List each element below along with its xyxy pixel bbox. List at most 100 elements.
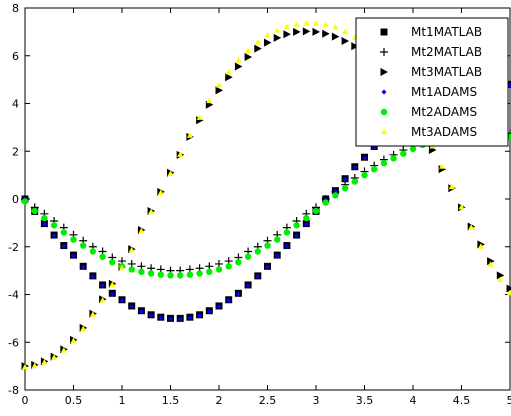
legend-label: Mt2ADAMS (411, 105, 477, 119)
data-point-mt2adams (332, 192, 339, 199)
data-point-mt1adams (362, 155, 367, 161)
legend-marker-mt1adams (381, 89, 387, 95)
data-point-mt1adams (168, 316, 173, 322)
y-tick-label: -6 (8, 336, 19, 349)
legend-label: Mt3MATLAB (411, 65, 482, 79)
data-point-mt2adams (167, 272, 174, 279)
data-point-mt1adams (138, 308, 144, 314)
data-point-mt1adams (41, 221, 47, 227)
legend-marker-mt2matlab (380, 48, 388, 56)
data-point-mt3matlab (234, 62, 243, 71)
data-point-mt2adams (225, 263, 232, 270)
data-point-mt3adams (109, 281, 116, 287)
x-tick-label: 5 (507, 394, 511, 407)
data-point-mt3adams (274, 27, 281, 33)
data-point-mt2adams (147, 270, 155, 277)
data-point-mt1adams (129, 304, 135, 310)
legend-label: Mt1ADAMS (411, 85, 477, 99)
data-point-mt3adams (487, 261, 494, 267)
data-point-mt3matlab (496, 271, 505, 280)
data-point-mt1adams (177, 316, 183, 322)
x-tick-label: 0.5 (65, 394, 83, 407)
data-point-mt3adams (245, 47, 252, 53)
data-point-mt1adams (342, 176, 348, 182)
x-axis: 0 0.5 1 1.5 2 2.5 3 3.5 4 4.5 5 (22, 8, 511, 407)
data-point-mt2adams (303, 214, 310, 222)
data-point-mt3adams (216, 82, 222, 88)
data-point-mt1adams (507, 82, 511, 88)
data-point-mt3adams (186, 132, 193, 138)
legend-label: Mt1MATLAB (411, 25, 482, 39)
data-point-mt2adams (31, 207, 38, 215)
data-point-mt1adams (61, 243, 67, 249)
x-tick-label: 1.5 (162, 394, 180, 407)
data-point-mt3adams (157, 189, 164, 196)
x-tick-label: 0 (22, 394, 29, 407)
y-tick-label: 4 (12, 98, 19, 111)
data-point-mt2adams (196, 270, 203, 277)
data-point-mt1adams (245, 283, 251, 289)
y-tick-label: 8 (12, 2, 19, 15)
data-point-mt2adams (70, 236, 77, 243)
data-point-mt3adams (138, 227, 145, 234)
data-point-mt3adams (22, 363, 28, 370)
data-point-mt3matlab (244, 52, 253, 61)
data-point-mt2adams (80, 242, 87, 249)
x-tick-label: 4.5 (453, 394, 471, 407)
data-point-mt1adams (206, 308, 212, 314)
legend-marker-mt1matlab (380, 28, 388, 36)
data-point-mt3adams (196, 114, 203, 120)
data-point-mt2adams (177, 272, 184, 279)
data-point-mt3adams (254, 39, 261, 45)
data-point-mt3adams (342, 28, 349, 34)
data-point-mt3adams (177, 151, 184, 157)
data-point-mt3adams (507, 289, 511, 296)
data-point-mt1adams (187, 315, 193, 321)
data-point-mt3adams (439, 163, 446, 169)
data-point-mt1adams (235, 291, 241, 297)
x-tick-label: 2 (216, 394, 223, 407)
data-point-mt3adams (148, 208, 155, 215)
data-point-mt3adams (206, 97, 213, 104)
data-point-mt3adams (70, 337, 77, 344)
data-point-mt2adams (312, 207, 320, 215)
data-point-mt2adams (109, 259, 116, 266)
data-point-mt3adams (41, 359, 48, 365)
data-point-mt2adams (409, 145, 417, 153)
y-tick-label: 6 (12, 50, 19, 63)
data-point-mt2adams (254, 248, 261, 255)
data-point-mt2adams (128, 266, 135, 273)
data-point-mt3adams (167, 170, 174, 176)
y-tick-label: 0 (12, 193, 19, 206)
data-point-mt2adams (186, 271, 194, 278)
data-point-mt3adams (293, 21, 300, 27)
data-point-mt2adams (89, 248, 97, 255)
data-point-mt3matlab (351, 42, 359, 51)
data-point-mt2adams (283, 229, 291, 236)
data-point-mt3adams (51, 354, 58, 360)
data-point-mt3adams (303, 20, 310, 26)
data-point-mt2adams (60, 229, 67, 236)
data-point-mt1adams (71, 253, 76, 259)
data-point-mt3adams (477, 243, 484, 249)
data-point-mt3adams (60, 347, 67, 353)
data-point-mt1adams (109, 291, 115, 297)
data-point-mt2adams (293, 222, 300, 229)
data-point-mt2adams (244, 253, 252, 260)
data-point-mt1adams (284, 243, 290, 249)
data-point-mt2adams (235, 259, 242, 266)
data-point-mt3matlab (487, 257, 495, 266)
data-point-mt2adams (264, 242, 271, 249)
data-point-mt1adams (216, 304, 222, 310)
data-point-mt2adams (215, 266, 223, 273)
data-point-mt1adams (303, 221, 309, 227)
data-point-mt3adams (128, 246, 135, 253)
data-point-mt1adams (226, 297, 232, 303)
data-point-mt1adams (51, 233, 57, 239)
y-tick-label: -4 (8, 289, 19, 302)
data-point-mt3matlab (273, 33, 282, 42)
data-point-mt1adams (265, 264, 270, 270)
data-point-mt3matlab (283, 30, 291, 39)
data-point-mt2adams (341, 185, 349, 192)
y-axis: -8 -6 -4 -2 0 2 4 6 8 (8, 2, 510, 397)
